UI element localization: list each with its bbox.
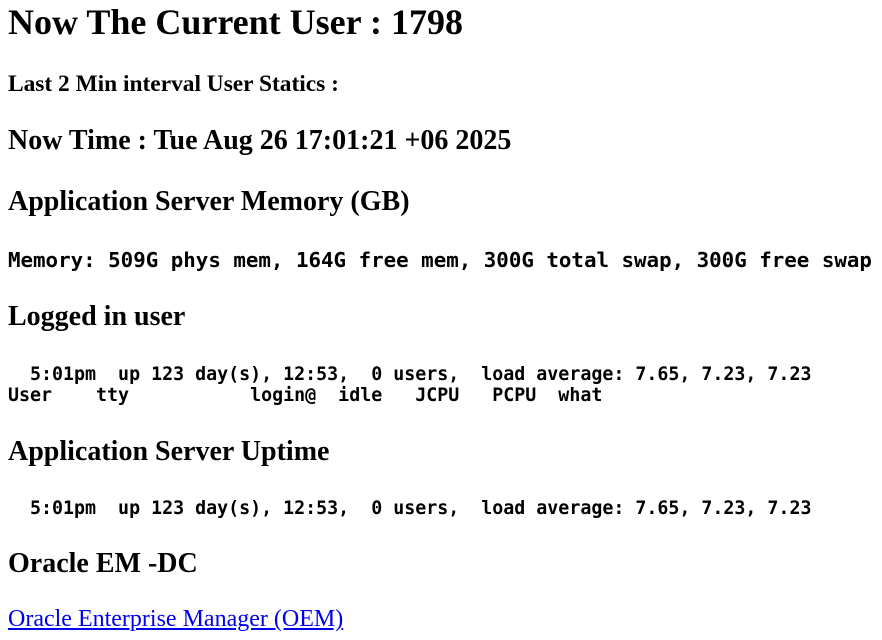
now-time-heading: Now Time : Tue Aug 26 17:01:21 +06 2025 [8,125,512,157]
uptime-section-heading: Application Server Uptime [8,436,330,468]
logged-in-user-command-output: 5:01pm up 123 day(s), 12:53, 0 users, lo… [8,364,812,407]
uptime-command-output: 5:01pm up 123 day(s), 12:53, 0 users, lo… [8,498,812,520]
oem-link-row: Oracle Enterprise Manager (OEM) [8,607,874,631]
memory-command-output: Memory: 509G phys mem, 164G free mem, 30… [8,248,872,273]
page-title: Now The Current User : 1798 [8,2,463,42]
logged-in-user-heading: Logged in user [8,301,186,333]
oem-link[interactable]: Oracle Enterprise Manager (OEM) [8,606,344,633]
user-statics-subtitle: Last 2 Min interval User Statics : [8,71,339,97]
memory-section-heading: Application Server Memory (GB) [8,186,410,218]
oracle-em-heading: Oracle EM -DC [8,548,198,580]
